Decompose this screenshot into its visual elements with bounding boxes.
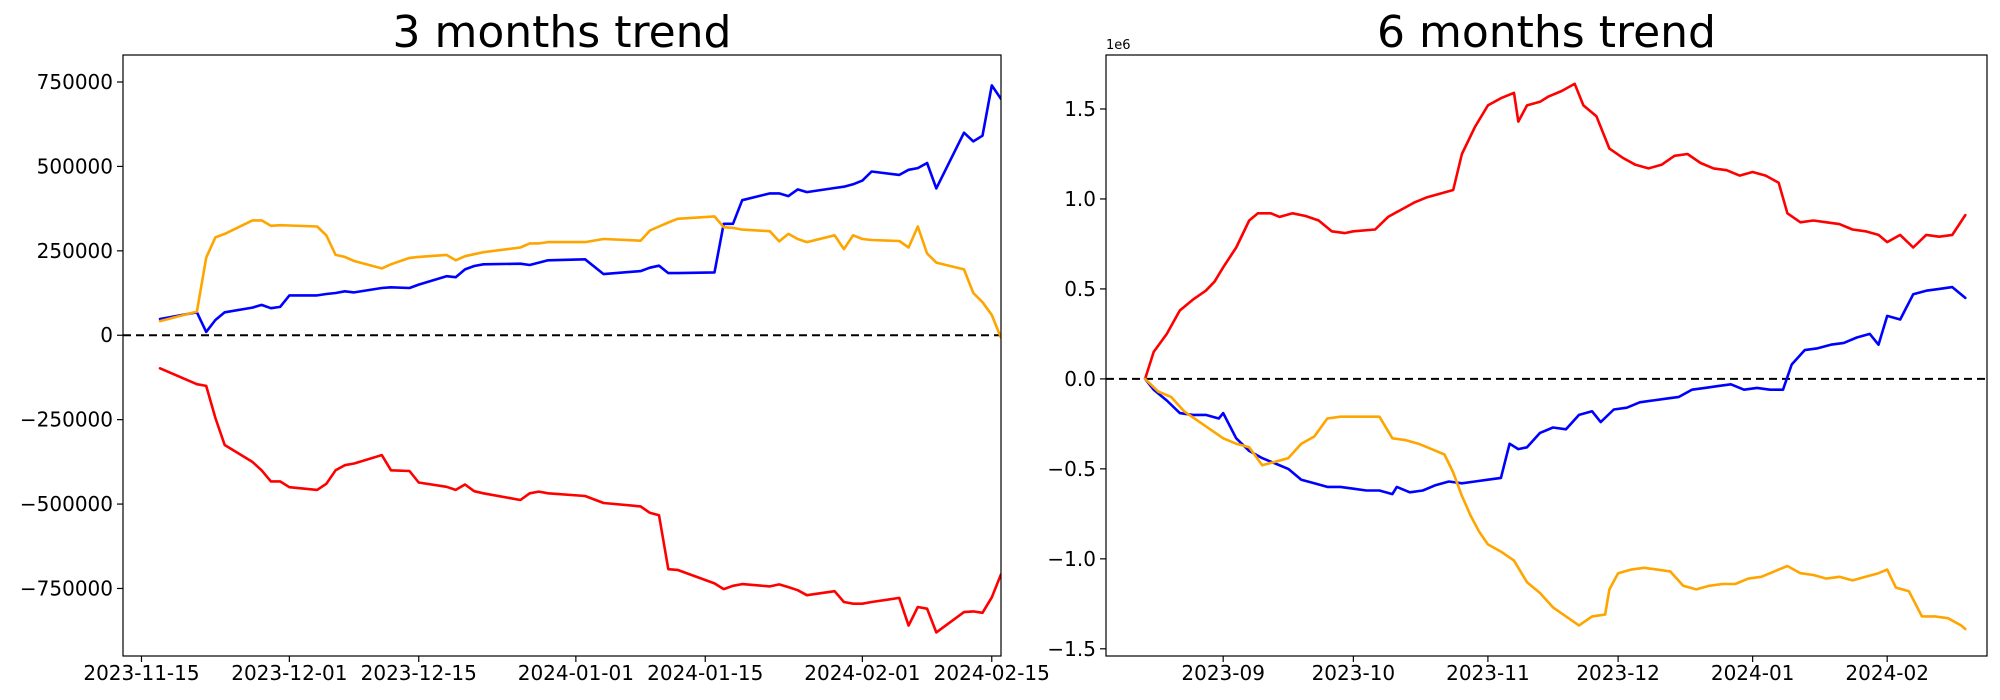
y-tick-label: −1.5 (1047, 637, 1096, 661)
axis-offset-label: 1e6 (1106, 38, 1131, 53)
plot-frame (1105, 54, 1988, 657)
chart-6-months: 6 months trend 1e6 −1.5 −1.0 −0.5 0.0 0.5 1.0 1.… (1047, 7, 1988, 685)
x-tick-label: 2023-11 (1446, 661, 1530, 685)
y-tick-label: 1.5 (1064, 97, 1096, 121)
x-tick-label: 2023-12-15 (361, 661, 477, 685)
series-line-1 (1143, 285, 1967, 496)
x-tick-label: 2023-12-01 (231, 661, 347, 685)
x-tick-label: 2024-02-15 (934, 661, 1050, 685)
plot-frame (122, 54, 1002, 657)
chart-title: 3 months trend (393, 7, 732, 58)
series-line-2 (158, 366, 1001, 634)
x-tick-label: 2023-12 (1576, 661, 1660, 685)
series-line-1 (158, 215, 1001, 340)
x-tick-label: 2023-10 (1312, 661, 1396, 685)
x-tick-label: 2023-11-15 (83, 661, 199, 685)
y-tick-label: 0.5 (1064, 277, 1096, 301)
y-tick-label: −0.5 (1047, 457, 1096, 481)
y-tick-label: 250000 (37, 239, 113, 263)
series-line-0 (1143, 82, 1967, 381)
y-tick-label: 750000 (37, 70, 113, 94)
y-tick-label: 1.0 (1064, 187, 1096, 211)
y-tick-label: 500000 (37, 154, 113, 178)
y-tick-label: 0 (100, 323, 113, 347)
x-tick-label: 2024-01 (1711, 661, 1795, 685)
x-tick-label: 2024-02-01 (804, 661, 920, 685)
y-tick-label: −250000 (20, 408, 113, 432)
series-line-0 (158, 84, 1001, 334)
x-tick-label: 2023-09 (1181, 661, 1265, 685)
x-tick-label: 2024-02 (1845, 661, 1929, 685)
y-tick-label: −1.0 (1047, 547, 1096, 571)
chart-title: 6 months trend (1377, 7, 1716, 58)
y-tick-label: −750000 (20, 576, 113, 600)
y-tick-label: 0.0 (1064, 367, 1096, 391)
x-tick-label: 2024-01-15 (647, 661, 763, 685)
series-line-2 (1143, 377, 1967, 631)
y-tick-label: −500000 (20, 492, 113, 516)
x-tick-label: 2024-01-01 (518, 661, 634, 685)
chart-3-months: 3 months trend −750000 −500000 −250000 0 2500… (20, 7, 1050, 685)
